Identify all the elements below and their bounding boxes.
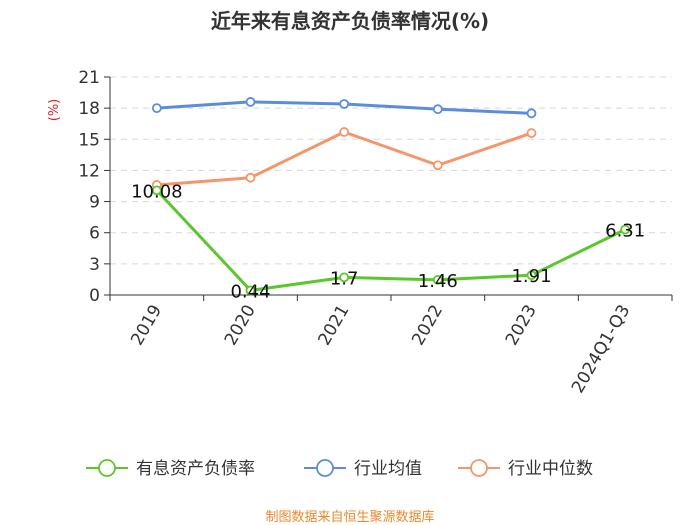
chart-title: 近年来有息资产负债率情况(%) (211, 9, 489, 33)
source-note: 制图数据来自恒生聚源数据库 (265, 509, 434, 525)
y-tick-label: 0 (89, 286, 100, 306)
data-point (339, 99, 350, 109)
legend: 有息资产负债率 行业均值 行业中位数 (86, 459, 593, 479)
data-label: 10.08 (131, 181, 183, 202)
series-3 (151, 127, 537, 190)
data-point (151, 185, 162, 196)
x-tick-label: 2020 (221, 302, 260, 349)
x-tick-label: 2023 (502, 302, 541, 349)
series-line (155, 189, 626, 292)
x-tick-label: 2019 (127, 302, 166, 349)
axes (109, 77, 672, 296)
y-tick-label: 15 (78, 130, 100, 150)
legend-item: 有息资产负债率 (86, 459, 255, 479)
data-label: 0.44 (230, 281, 270, 302)
data-point (432, 160, 443, 171)
series-line (156, 130, 532, 187)
y-axis-unit: (%) (47, 99, 62, 122)
y-tick-label: 9 (89, 193, 100, 213)
data-point (151, 103, 162, 114)
data-point (339, 127, 350, 137)
series-2 (151, 97, 537, 119)
grid-lines (110, 76, 672, 265)
y-tick-label: 18 (78, 99, 100, 119)
data-point (339, 272, 350, 283)
legend-marker (98, 459, 116, 477)
legend-label: 有息资产负债率 (136, 459, 255, 479)
y-tick-label: 21 (78, 68, 100, 88)
x-tick-label: 2022 (408, 302, 447, 349)
data-point (526, 108, 537, 119)
legend-marker (470, 459, 488, 477)
legend-label: 行业均值 (354, 459, 422, 479)
series-layer (151, 97, 631, 296)
y-tick-label: 12 (78, 161, 100, 181)
data-label: 1.91 (511, 266, 551, 287)
data-point (526, 270, 537, 281)
data-label: 6.31 (605, 220, 645, 241)
legend-marker (316, 459, 334, 477)
x-tick-label: 2024Q1-Q3 (568, 302, 635, 397)
data-label: 1.46 (418, 271, 458, 292)
data-point (526, 128, 537, 138)
y-tick-label: 6 (89, 224, 100, 244)
data-point (245, 285, 256, 296)
x-tick-label: 2021 (315, 302, 354, 349)
legend-item: 行业均值 (304, 459, 422, 479)
data-point (245, 172, 256, 183)
legend-item: 行业中位数 (458, 459, 593, 479)
legend-label: 行业中位数 (508, 459, 593, 479)
data-point (432, 104, 443, 115)
y-tick-label: 3 (89, 255, 100, 275)
data-labels: 10.08 0.44 1.7 1.46 1.91 6.31 (131, 181, 645, 302)
x-axis-ticks: 2019 2020 2021 2022 2023 2024Q1-Q3 (109, 295, 673, 397)
data-point (245, 97, 256, 107)
data-point (620, 224, 631, 235)
data-point (432, 274, 443, 285)
series-1 (151, 185, 631, 296)
y-axis-ticks: 0 3 6 9 12 15 18 21 (78, 68, 110, 306)
data-label: 1.7 (330, 268, 359, 289)
